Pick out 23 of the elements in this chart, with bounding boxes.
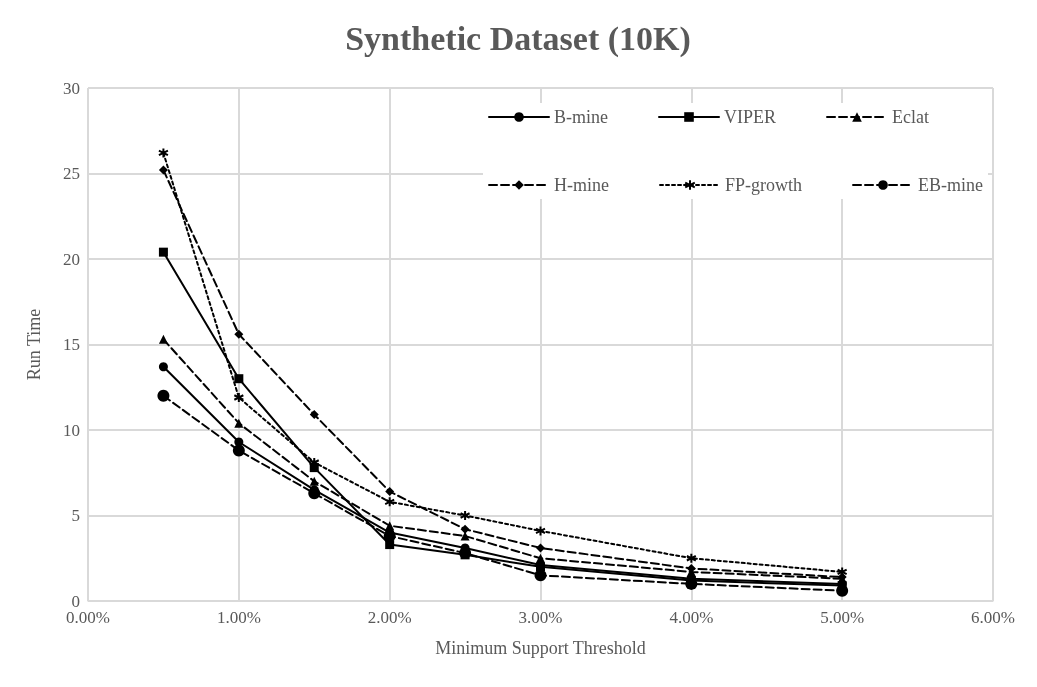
y-tick-label: 15 (63, 335, 80, 354)
x-tick-label: 0.00% (66, 608, 110, 627)
x-axis-title: Minimum Support Threshold (435, 638, 646, 658)
legend-label: Eclat (892, 107, 929, 127)
x-tick-label: 3.00% (518, 608, 563, 627)
legend-label: B-mine (554, 107, 609, 127)
x-tick-label: 2.00% (367, 608, 412, 627)
y-tick-label: 25 (63, 164, 80, 183)
y-tick-label: 10 (63, 420, 80, 440)
legend-label: EB-mine (918, 175, 984, 195)
x-tick-label: 5.00% (820, 608, 865, 627)
y-tick-label: 5 (71, 506, 80, 525)
y-tick-label: 0 (71, 591, 80, 611)
y-tick-label: 20 (63, 249, 80, 269)
legend-label: FP-growth (725, 175, 803, 195)
x-tick-label: 4.00% (669, 608, 714, 627)
x-tick-label: 1.00% (216, 608, 261, 627)
y-axis-title: Run Time (24, 308, 44, 381)
chart-title: Synthetic Dataset (10K) (345, 19, 691, 58)
y-tick-label: 30 (63, 78, 80, 98)
legend-label: VIPER (724, 107, 777, 127)
legend-label: H-mine (554, 175, 610, 195)
x-tick-label: 6.00% (971, 608, 1015, 627)
